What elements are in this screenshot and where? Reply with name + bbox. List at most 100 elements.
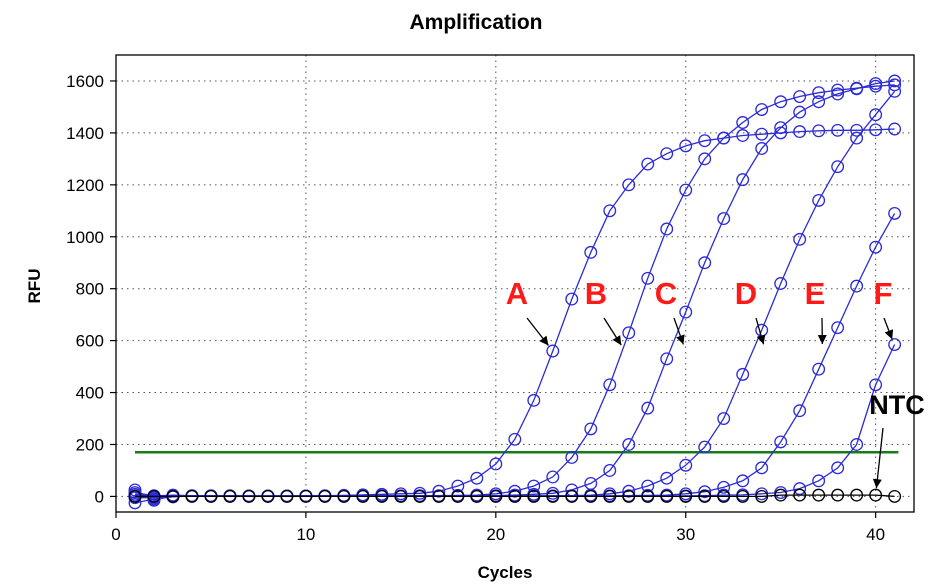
annotation-arrowhead — [539, 335, 549, 346]
data-point — [755, 127, 769, 141]
chart-title: Amplification — [409, 11, 542, 34]
data-point — [280, 489, 294, 503]
data-point — [831, 160, 845, 174]
data-point — [489, 489, 503, 503]
x-tick-label: 40 — [866, 525, 885, 544]
x-tick-label: 10 — [296, 525, 315, 544]
annotation-a: A — [506, 276, 549, 346]
data-point — [660, 222, 674, 236]
data-point — [869, 123, 883, 137]
data-point — [774, 435, 788, 449]
series-f — [128, 338, 902, 510]
data-point — [888, 78, 902, 92]
data-point — [546, 344, 560, 358]
data-point — [527, 489, 541, 503]
data-point — [850, 82, 864, 96]
annotation-label: A — [506, 276, 528, 311]
grid — [116, 55, 914, 512]
data-point — [622, 489, 636, 503]
data-point — [831, 87, 845, 101]
data-point — [850, 131, 864, 145]
data-point — [774, 277, 788, 290]
data-point — [603, 464, 617, 477]
data-point — [774, 488, 788, 502]
data-point — [717, 131, 731, 145]
data-point — [831, 83, 845, 97]
data-point — [869, 488, 883, 502]
annotation-ntc: NTC — [869, 390, 925, 489]
y-tick-label: 800 — [76, 280, 104, 299]
data-point — [698, 152, 712, 166]
data-point — [622, 326, 636, 340]
x-tick-label: 30 — [676, 525, 695, 544]
data-point — [546, 470, 560, 484]
data-point — [736, 116, 750, 129]
data-point — [185, 489, 199, 503]
data-point — [869, 240, 883, 254]
data-point — [793, 404, 807, 418]
data-point — [736, 129, 750, 142]
data-point — [584, 489, 598, 503]
data-point — [166, 489, 180, 503]
annotation-d: D — [735, 276, 766, 345]
data-point — [641, 401, 655, 415]
series-layer — [128, 74, 902, 510]
data-point — [603, 378, 617, 392]
data-point — [717, 480, 731, 494]
data-point — [318, 489, 332, 503]
annotation-arrowhead — [612, 335, 622, 346]
data-point — [755, 461, 769, 475]
data-point — [774, 95, 788, 109]
data-point — [394, 489, 408, 503]
annotation-arrowhead — [756, 334, 766, 345]
data-point — [565, 489, 579, 503]
data-point — [888, 489, 902, 503]
data-point — [546, 489, 560, 503]
data-point — [603, 204, 617, 218]
data-point — [641, 489, 655, 503]
data-point — [470, 471, 484, 485]
data-point — [850, 488, 864, 502]
data-point — [888, 338, 902, 351]
data-point — [679, 458, 693, 472]
data-point — [793, 232, 807, 246]
data-point — [299, 489, 313, 503]
data-point — [527, 479, 541, 493]
data-point — [679, 183, 693, 197]
data-point — [565, 451, 579, 464]
data-point — [793, 105, 807, 119]
x-axis-title: Cycles — [478, 563, 533, 582]
y-tick-label: 1200 — [66, 176, 104, 195]
data-point — [793, 488, 807, 502]
data-point — [812, 193, 826, 207]
data-point — [337, 489, 351, 503]
annotation-label: NTC — [869, 390, 925, 420]
data-point — [508, 489, 522, 503]
data-point — [565, 292, 579, 306]
data-point — [356, 489, 370, 503]
annotation-layer: A B C D E F NTC — [506, 276, 925, 489]
data-point — [774, 121, 788, 135]
data-point — [128, 483, 142, 497]
data-point — [679, 489, 693, 503]
data-point — [470, 489, 484, 503]
data-point — [888, 74, 902, 88]
annotation-label: F — [874, 276, 893, 311]
data-point — [375, 489, 389, 503]
data-point — [888, 84, 902, 98]
series-ntc — [128, 488, 902, 503]
data-point — [736, 474, 750, 488]
annotation-c: C — [655, 276, 685, 345]
data-point — [736, 367, 750, 381]
annotation-label: E — [805, 276, 826, 311]
data-point — [204, 489, 218, 503]
data-point — [622, 178, 636, 192]
data-point — [698, 489, 712, 503]
data-point — [812, 474, 826, 488]
data-point — [812, 362, 826, 376]
data-point — [831, 123, 845, 137]
annotation-f: F — [874, 276, 894, 340]
x-tick-label: 0 — [111, 525, 120, 544]
